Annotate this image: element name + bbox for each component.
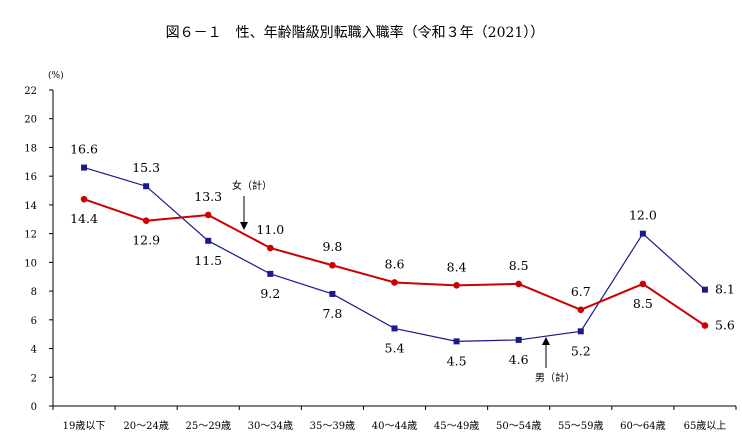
data-point-male	[577, 328, 584, 335]
data-point-male	[205, 237, 212, 244]
x-tick-label: 55～59歳	[558, 420, 603, 432]
data-label: 12.0	[629, 208, 657, 223]
data-label: 6.7	[571, 284, 591, 299]
y-tick-label: 10	[24, 258, 37, 269]
data-label: 8.1	[715, 282, 735, 297]
data-point-female	[453, 282, 460, 289]
data-label: 7.8	[322, 306, 342, 321]
y-tick-label: 14	[24, 201, 37, 212]
chart-title: 図６－１ 性、年齢階級別転職入職率（令和３年（2021））	[166, 24, 545, 41]
data-label: 5.6	[715, 318, 735, 333]
y-tick-label: 6	[31, 316, 37, 327]
y-tick-label: 20	[24, 115, 37, 126]
y-tick-label: 2	[31, 373, 37, 384]
data-point-female	[515, 280, 522, 288]
data-point-male	[453, 338, 460, 345]
male-arrowhead-icon	[542, 337, 550, 345]
x-tick-label: 30～34歳	[248, 420, 293, 432]
data-point-male	[701, 286, 708, 293]
data-point-male	[329, 290, 336, 297]
data-label: 8.6	[385, 256, 405, 271]
data-label: 5.4	[385, 340, 405, 355]
data-label: 4.6	[509, 352, 529, 367]
x-tick-label: 45～49歳	[434, 420, 479, 432]
x-tick-label: 35～39歳	[310, 420, 355, 432]
data-point-male	[81, 164, 88, 171]
data-label: 11.0	[256, 222, 284, 237]
data-label: 11.5	[194, 253, 222, 268]
data-label: 13.3	[194, 189, 222, 204]
data-label: 8.5	[509, 258, 529, 273]
series-line-male	[83, 166, 706, 342]
data-point-female	[639, 280, 647, 288]
female-annotation: 女（計）	[232, 179, 272, 192]
x-tick-label: 25～29歳	[186, 420, 231, 432]
data-label: 16.6	[70, 142, 98, 157]
data-point-female	[80, 195, 88, 203]
data-point-female	[267, 244, 274, 252]
data-label: 9.2	[260, 286, 280, 301]
x-tick-label: 19歳以下	[63, 420, 106, 432]
female-arrowhead-icon	[240, 222, 248, 230]
data-point-male	[143, 183, 150, 190]
y-tick-label: 4	[31, 345, 37, 356]
data-point-male	[515, 336, 522, 343]
data-label: 4.5	[447, 353, 467, 368]
data-point-female	[329, 261, 336, 269]
male-annotation: 男（計）	[535, 371, 575, 384]
y-tick-label: 0	[31, 402, 37, 413]
data-label: 8.5	[633, 296, 653, 311]
x-tick-label: 20～24歳	[123, 420, 168, 432]
y-tick-label: 12	[24, 230, 37, 241]
y-tick-label: 8	[31, 287, 37, 298]
data-point-female	[204, 211, 212, 219]
data-point-male	[267, 270, 274, 277]
data-label: 9.8	[322, 239, 342, 254]
data-point-female	[701, 322, 709, 329]
x-tick-label: 50～54歳	[496, 420, 541, 432]
y-tick-label: 18	[24, 143, 37, 154]
data-point-male	[391, 325, 398, 332]
x-tick-label: 40～44歳	[372, 420, 417, 432]
data-label: 5.2	[571, 343, 591, 358]
x-tick-label: 65歳以上	[684, 420, 727, 432]
x-tick-label: 60～64歳	[620, 420, 665, 432]
data-label: 14.4	[70, 211, 98, 226]
data-label: 12.9	[132, 233, 160, 248]
data-point-female	[391, 279, 398, 286]
y-tick-label: 22	[24, 86, 37, 97]
y-tick-label: 16	[24, 172, 37, 183]
data-point-female	[142, 217, 150, 225]
data-label: 15.3	[132, 160, 160, 175]
y-axis-label: (%)	[48, 70, 64, 81]
data-point-female	[577, 306, 585, 314]
data-label: 8.4	[447, 259, 467, 274]
data-point-male	[639, 230, 646, 237]
